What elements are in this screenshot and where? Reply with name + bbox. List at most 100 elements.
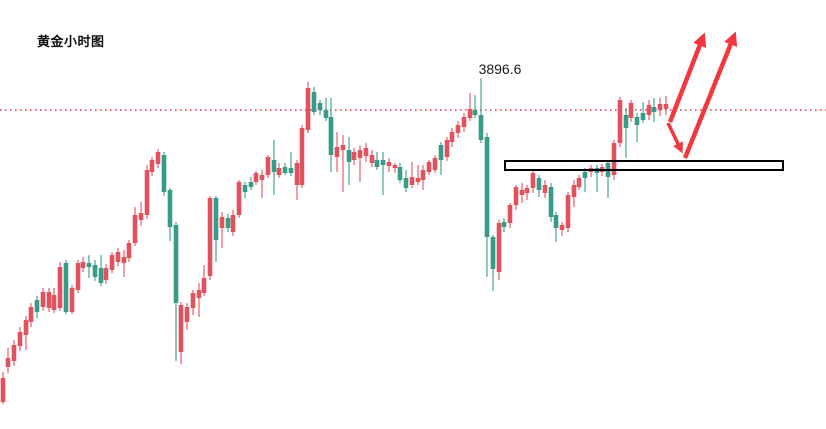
candle-body [432,158,438,170]
candle-body [553,215,559,228]
candle-body [317,103,323,110]
candle-body [623,115,629,128]
candle-body [323,110,329,118]
candle-body [149,160,155,172]
candle-body [80,262,86,268]
candle-body [167,190,173,227]
candle-body [455,125,461,133]
candle-body [530,173,536,188]
candle-body [115,252,121,262]
rally-arrow-1 [667,32,707,123]
candle-body [40,292,46,307]
candle-body [628,103,634,118]
candle-body [420,170,426,180]
candle-body [103,268,109,280]
rally-arrow-2 [682,31,738,159]
candle-body [121,257,127,263]
candle-body [490,237,496,269]
candle-body [201,278,207,293]
candle-body [23,320,29,335]
candle-body [328,117,334,155]
candle-body [582,172,588,178]
candle-body [651,107,657,112]
candle-body [248,182,254,187]
candle-body [28,307,34,322]
candle-body [5,358,11,367]
candle-body [57,267,63,308]
candle-body [276,168,282,175]
candle-body [415,178,421,182]
candle-body [196,290,202,298]
candle-body [17,332,23,346]
chart-title: 黄金小时图 [37,34,105,49]
candle-body [184,307,190,322]
candle-body [403,178,409,188]
candle-body [242,185,248,192]
candle-body [657,104,663,110]
candle-body [236,182,242,215]
candle-body [438,145,444,160]
candle-body [259,175,265,180]
candle-body [559,225,565,230]
candle-body [524,188,530,193]
candle-body [663,104,669,109]
candle-body [305,88,311,130]
candle-body [472,110,478,115]
candle-body [351,152,357,160]
pullback-arrow-down [666,122,683,154]
candle-body [611,143,617,175]
candle-body [576,178,582,187]
candle-body [46,292,52,308]
candle-body [409,177,415,185]
candle-body [478,115,484,140]
candle-body [634,117,640,125]
candle-body [513,187,519,205]
candle-body [144,170,150,215]
candle-body [311,92,317,112]
candle-body [386,162,392,166]
candle-body [571,185,577,197]
candle-body [132,215,138,243]
candle-body [346,150,352,162]
candle-body [219,217,225,228]
candle-body [98,268,104,283]
candle-body [75,263,81,290]
support-box-rect [504,160,784,171]
candle-body [155,152,161,164]
candle-body [11,345,17,361]
candle-body [109,255,115,270]
candle-body [397,167,403,180]
candles-layer [0,78,669,404]
candle-body [51,295,57,310]
candle-body [86,263,92,267]
candle-body [334,147,340,157]
trend-arrows [666,31,738,159]
candle-body [253,173,259,182]
candle-body [363,148,369,156]
candle-body [548,187,554,217]
candle-body [374,160,380,167]
candle-body [207,198,213,276]
candle-body [92,265,98,277]
candle-body [294,163,300,185]
candle-body [646,105,652,115]
candle-body [161,155,167,192]
candle-body [484,137,490,237]
candle-body [63,263,69,312]
candle-body [340,145,346,150]
candle-body [357,150,363,158]
peak-price-label: 3896.6 [478,61,522,77]
candle-body [380,160,386,165]
candle-body [0,378,6,402]
candle-body [69,288,75,312]
candle-body [369,155,375,163]
support-box [504,160,784,171]
candle-body [565,195,571,228]
candle-body [461,117,467,127]
candle-body [213,198,219,240]
candle-body [178,305,184,352]
candle-body [536,178,542,190]
candle-body [467,109,473,118]
